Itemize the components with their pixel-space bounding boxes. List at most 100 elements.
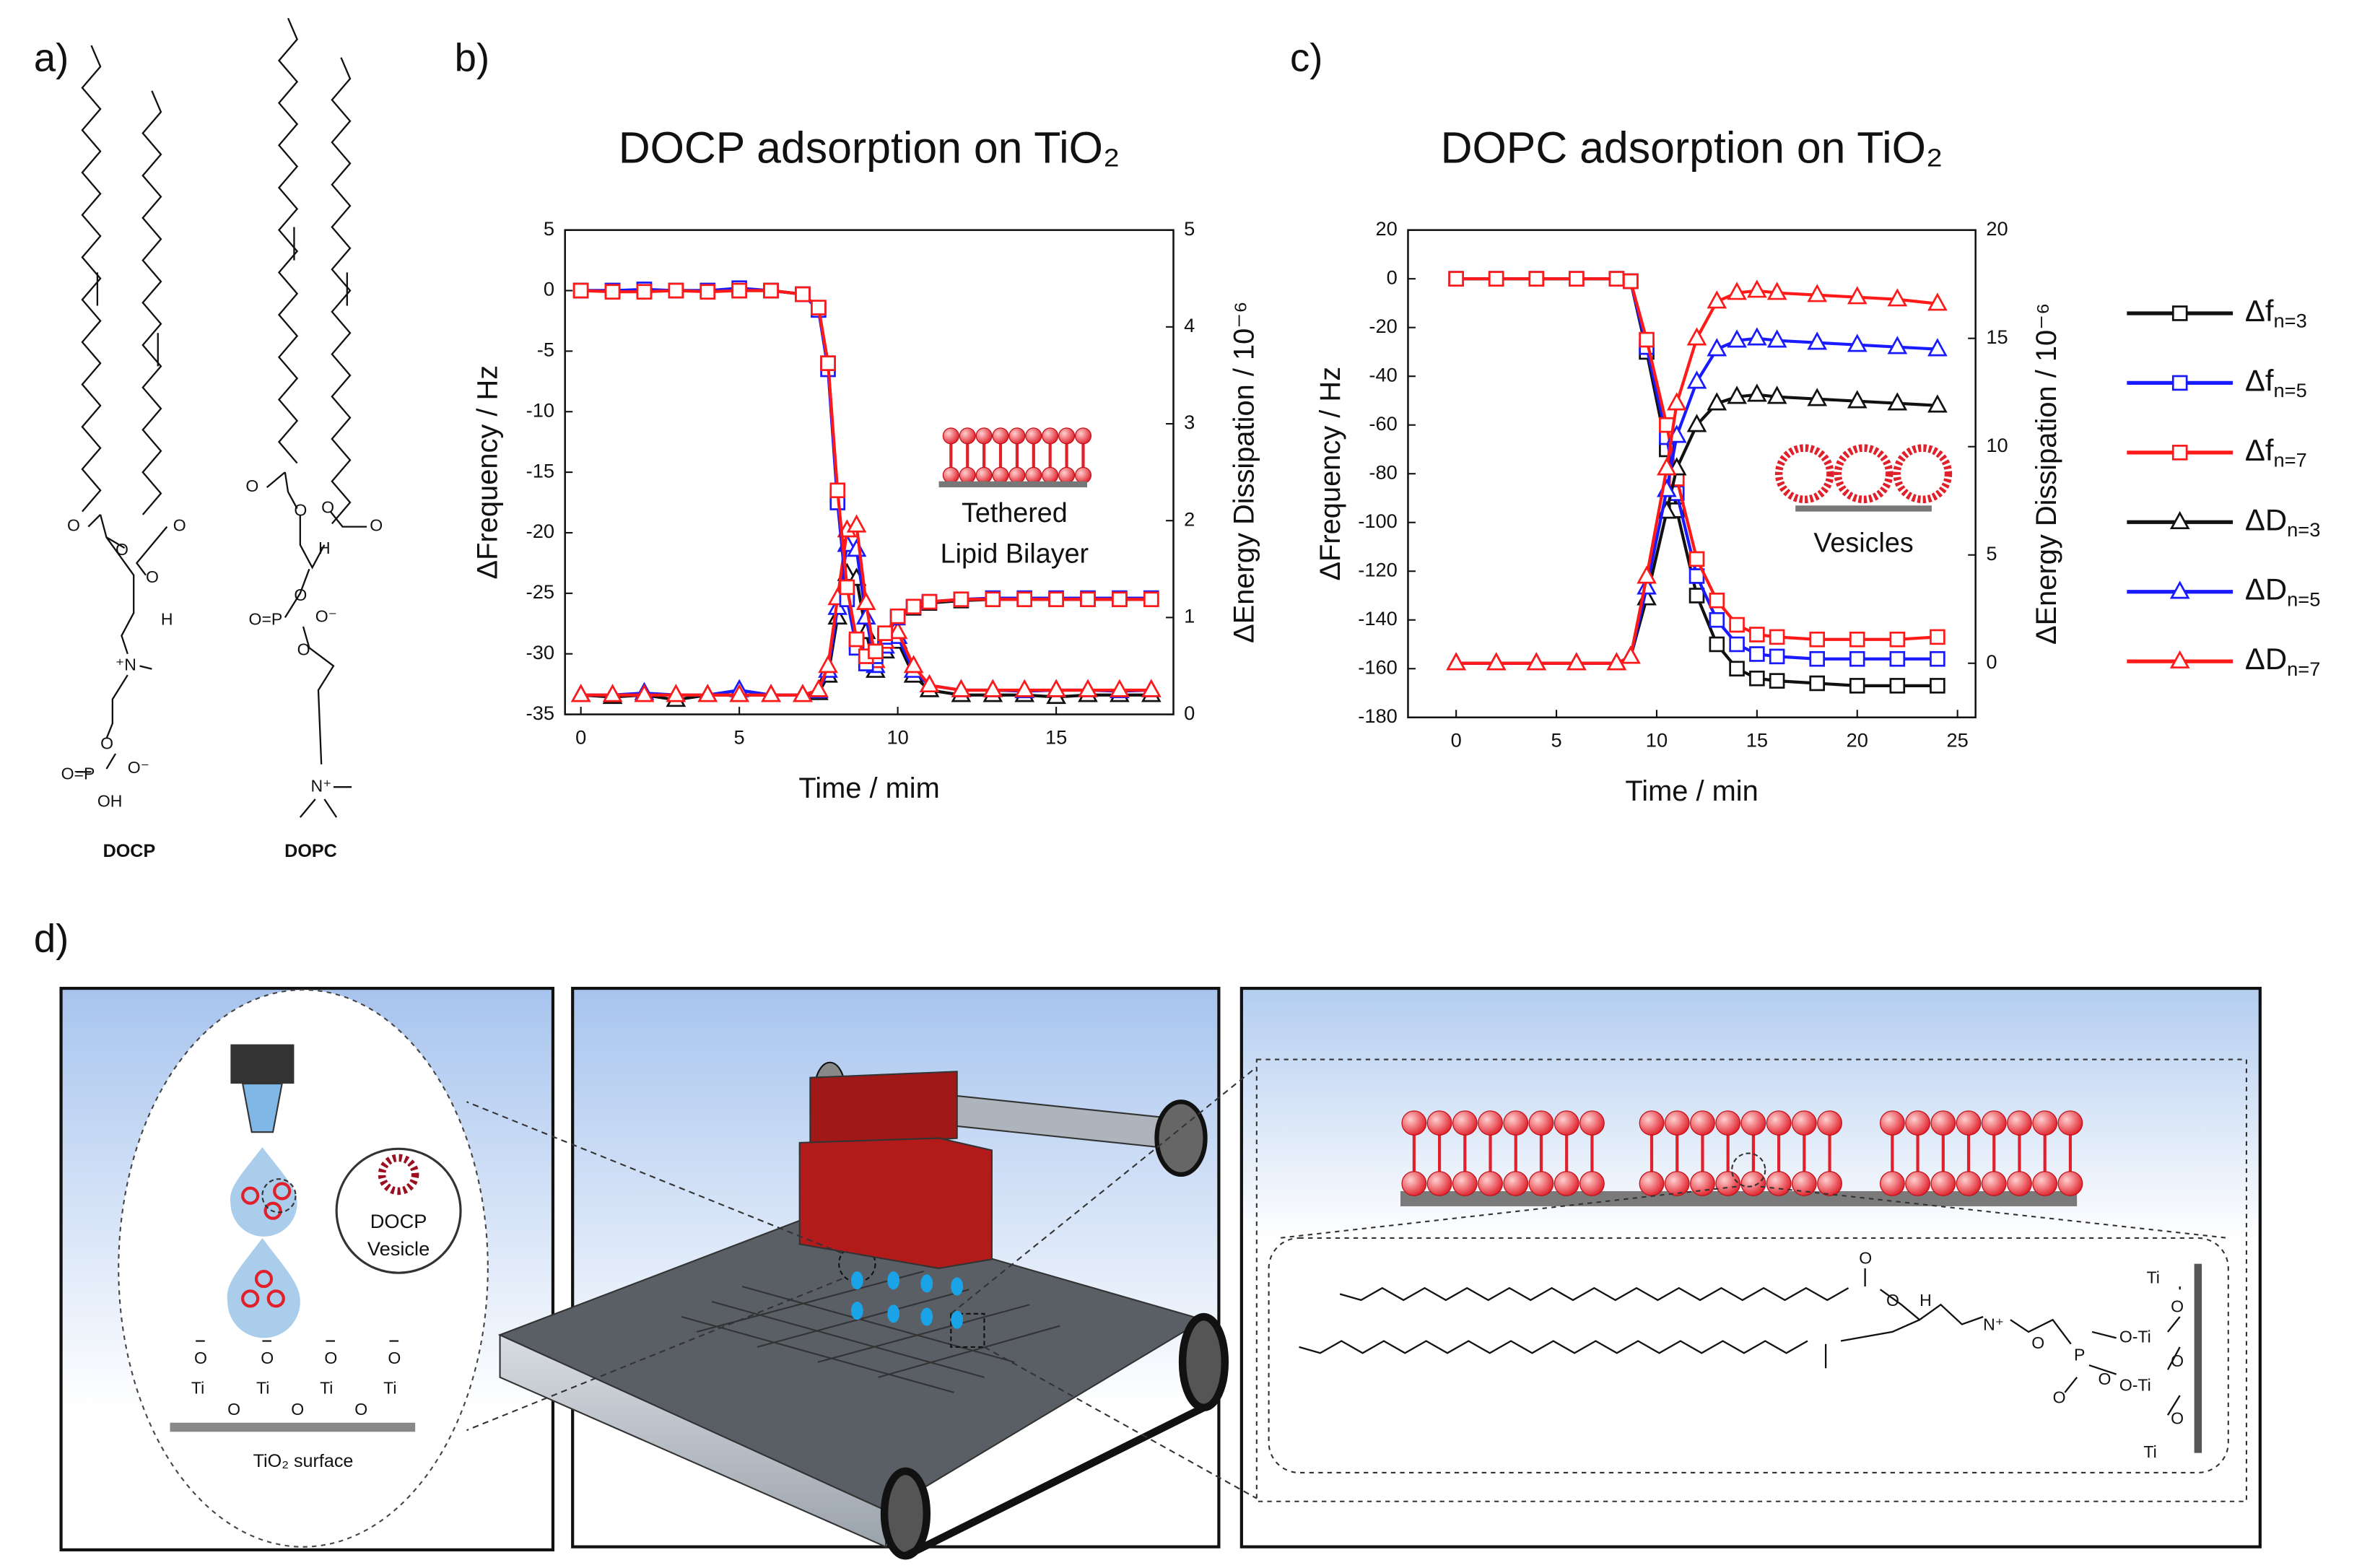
marker	[1707, 290, 1727, 309]
marker	[1707, 338, 1727, 357]
lipid-head	[1025, 427, 1042, 445]
marker	[666, 684, 687, 702]
lipid-head	[1553, 1110, 1579, 1136]
legend-marker	[2171, 305, 2188, 321]
y-tick-label: 0	[1387, 266, 1398, 288]
lipid-head	[1639, 1171, 1665, 1196]
x-axis-label: Time / min	[1625, 775, 1758, 807]
zoom-mark	[1731, 1152, 1766, 1188]
marker	[1143, 591, 1159, 608]
atom: O	[1886, 1291, 1899, 1310]
atom: O	[2171, 1297, 2184, 1315]
marker	[731, 282, 747, 299]
bilayer-icon	[942, 427, 1092, 484]
marker	[1046, 679, 1066, 697]
y-tick-label: -80	[1369, 461, 1397, 483]
marker	[846, 514, 867, 533]
printhead-top	[809, 1071, 958, 1149]
x-tick-label: 25	[1947, 729, 1969, 752]
legend-label: Δfn=5	[2245, 363, 2307, 401]
atom: O	[173, 516, 186, 535]
lipid-head	[1528, 1171, 1554, 1196]
marker	[1849, 631, 1865, 648]
legend-name: ΔD	[2245, 642, 2287, 676]
marker	[570, 684, 591, 702]
nozzle-tip	[241, 1083, 283, 1133]
y2-tick-label: 0	[1986, 650, 1997, 673]
lipid-head	[1042, 466, 1059, 484]
atom: O⁻	[128, 758, 149, 777]
marker	[1809, 675, 1826, 692]
substrate	[1795, 505, 1932, 512]
y2-axis-label: ΔEnergy Dissipation / 10⁻⁶	[2031, 302, 2062, 645]
marker	[602, 684, 623, 702]
lipid-head	[1452, 1171, 1478, 1196]
y2-tick-label: 1	[1184, 605, 1195, 627]
marker	[793, 684, 813, 702]
lipid-head	[1478, 1110, 1503, 1136]
y2-tick-label: 5	[1184, 217, 1195, 240]
marker	[1016, 591, 1033, 608]
bonds	[266, 471, 367, 818]
surface	[170, 1422, 416, 1432]
chart-title: DOPC adsorption on TiO₂	[1441, 123, 1943, 173]
x-tick-label: 0	[575, 726, 586, 748]
atom: O	[2171, 1351, 2184, 1370]
marker	[1766, 386, 1787, 404]
marker	[1747, 279, 1767, 298]
marker	[953, 591, 969, 608]
marker	[848, 631, 865, 648]
printhead	[798, 1137, 993, 1269]
lipid-head	[1740, 1110, 1766, 1136]
marker	[1566, 652, 1587, 671]
lipid-head	[1426, 1171, 1452, 1196]
chain	[81, 45, 102, 513]
chains	[1824, 1263, 2202, 1453]
atom: Ti	[256, 1379, 269, 1398]
molecule-name: DOPC	[284, 841, 337, 861]
atom: O	[354, 1400, 367, 1419]
marker	[1729, 636, 1745, 653]
lipid-head	[1503, 1110, 1529, 1136]
marker	[1807, 284, 1828, 302]
annotation: Tethered	[962, 497, 1068, 528]
bonds	[76, 514, 168, 773]
legend-marker	[2169, 650, 2190, 668]
marker	[1727, 386, 1747, 404]
y2-tick-label: 0	[1184, 702, 1195, 724]
lipid-head	[1058, 466, 1076, 484]
legend-label: Δfn=3	[2245, 294, 2307, 332]
y2-axis-label: ΔEnergy Dissipation / 10⁻⁶	[1229, 301, 1260, 643]
zoom-mark	[261, 1178, 297, 1214]
legend-marker	[2169, 510, 2190, 530]
atom: O	[294, 585, 307, 604]
atom: O	[370, 516, 383, 535]
y-tick-label: -180	[1358, 705, 1398, 727]
y2-tick-label: 2	[1184, 508, 1195, 530]
lipid-head	[2057, 1110, 2083, 1136]
lipid-head	[1452, 1110, 1478, 1136]
y-tick-label: -15	[526, 459, 554, 482]
marker	[1769, 673, 1785, 689]
atom: N⁺	[310, 776, 331, 795]
legend-subscript: n=7	[2287, 658, 2320, 680]
marker	[829, 482, 846, 499]
marker	[1688, 551, 1705, 567]
atom: O	[194, 1349, 207, 1367]
atom: Ti	[383, 1379, 396, 1398]
droplet	[227, 1237, 300, 1338]
marker	[889, 608, 906, 624]
marker	[1930, 650, 1945, 667]
marker	[1747, 383, 1767, 402]
legend-marker	[2169, 580, 2190, 599]
lipid-head	[1766, 1171, 1792, 1196]
y-tick-label: -10	[526, 398, 554, 421]
marker	[636, 284, 653, 300]
atom: Ti	[2147, 1268, 2160, 1287]
panel-label: a)	[34, 35, 69, 79]
legend-label: ΔDn=3	[2245, 502, 2321, 541]
marker	[1766, 282, 1787, 300]
lipid-head	[942, 427, 959, 445]
lipid-head	[992, 427, 1009, 445]
